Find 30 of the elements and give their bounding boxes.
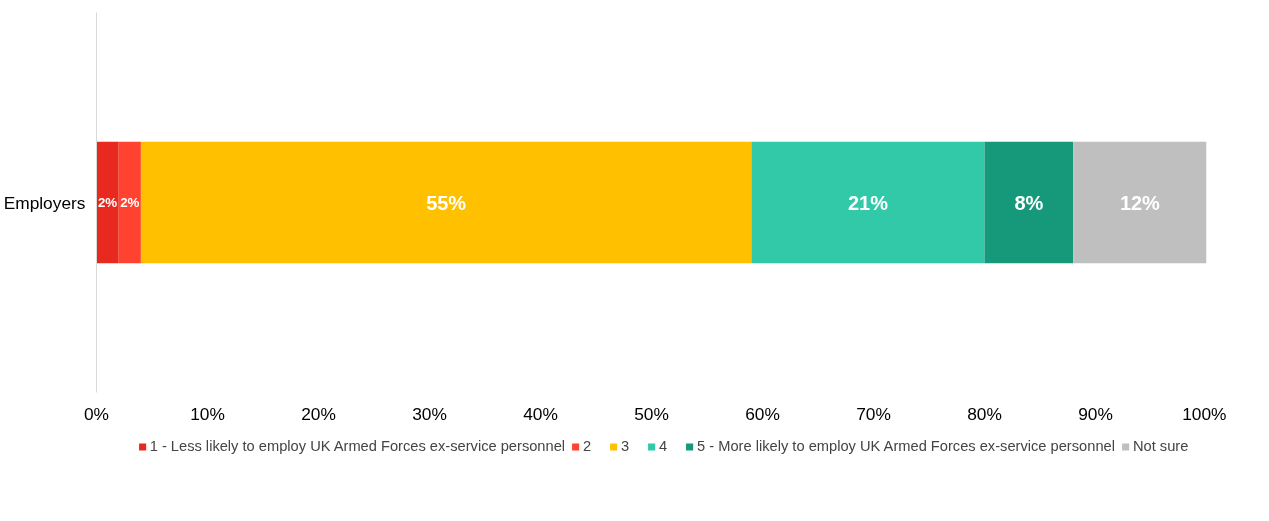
x-tick-label: 50% [634,403,669,424]
x-tick-label: 0% [83,403,110,424]
bar [140,141,752,264]
x-tick-label: 70% [856,403,891,424]
bar [751,141,985,264]
data-label: 55% [426,191,467,214]
x-tick-label: 60% [745,403,780,424]
y-tick-label: Employers [3,192,86,213]
legend-label: 1 - Less likely to employ UK Armed Forces ex-service personnel [149,438,566,454]
x-tick-label: 80% [967,403,1002,424]
x-tick-label: 90% [1078,403,1113,424]
bar [1073,141,1207,264]
bar [118,141,141,264]
legend-label: 3 [621,438,631,454]
data-label: 12% [1119,191,1161,214]
x-tick-label: 30% [412,403,447,424]
data-label: 8% [1014,191,1044,214]
bar [984,141,1074,264]
x-tick-label: 40% [523,403,558,424]
data-label: 21% [847,191,889,214]
bar [96,141,119,264]
legend-label: 4 [659,438,669,454]
legend-label: Not sure [1132,438,1189,454]
x-tick-label: 100% [1182,403,1227,424]
x-tick-label: 20% [301,403,336,424]
data-label: 2% [120,195,140,210]
legend-label: 5 - More likely to employ UK Armed Forces ex-service personnel [697,438,1115,454]
legend-label: 2 [583,438,593,454]
x-tick-label: 10% [190,403,225,424]
data-label: 2% [97,195,118,210]
